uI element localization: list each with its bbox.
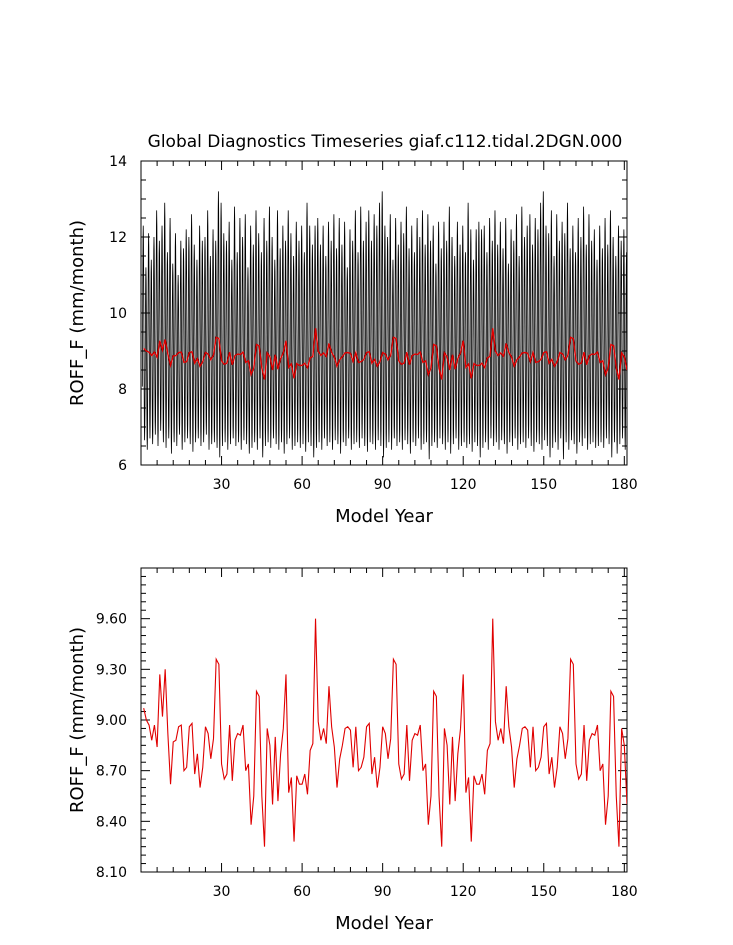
y-tick-label: 8.10 [96, 865, 127, 881]
y-axis-label: ROFF_F (mm/month) [67, 220, 88, 406]
y-axis-label: ROFF_F (mm/month) [67, 627, 88, 813]
series-group [141, 191, 627, 460]
y-tick-label: 8 [118, 382, 127, 398]
x-tick-label: 180 [611, 884, 638, 900]
y-tick-label: 6 [118, 458, 127, 474]
x-tick-label: 90 [374, 884, 392, 900]
x-tick-label: 90 [374, 477, 392, 493]
x-tick-label: 30 [213, 884, 231, 900]
x-axis-label: Model Year [335, 506, 433, 527]
series-group [143, 618, 627, 847]
x-tick-label: 120 [450, 477, 477, 493]
chart-title: Global Diagnostics Timeseries giaf.c112.… [148, 132, 623, 152]
timeseries-panel-monthly: 30 60 90 120 150 180 6 8 10 12 14 Model Year ROFF_F … [67, 154, 638, 527]
x-tick-label: 30 [213, 477, 231, 493]
y-tick-label: 10 [109, 306, 127, 322]
series-line-monthly [141, 191, 627, 460]
y-tick-label: 8.70 [96, 764, 127, 780]
x-tick-label: 180 [611, 477, 638, 493]
y-tick-label: 14 [109, 154, 127, 170]
x-tick-label: 120 [450, 884, 477, 900]
x-tick-label: 150 [530, 884, 557, 900]
y-tick-label: 12 [109, 230, 127, 246]
y-tick-label: 9.30 [96, 662, 127, 678]
timeseries-panel-annual: 30 60 90 120 150 180 8.10 8.40 8.70 9.00 9.30 9.60 M… [67, 567, 638, 934]
series-line-annual [143, 618, 627, 847]
y-tick-label: 8.40 [96, 814, 127, 830]
y-tick-label: 9.60 [96, 612, 127, 628]
y-tick-label: 9.00 [96, 713, 127, 729]
x-axis-label: Model Year [335, 913, 433, 934]
x-tick-label: 60 [293, 884, 311, 900]
x-tick-label: 60 [293, 477, 311, 493]
x-tick-label: 150 [530, 477, 557, 493]
series-line-annual [143, 328, 627, 380]
